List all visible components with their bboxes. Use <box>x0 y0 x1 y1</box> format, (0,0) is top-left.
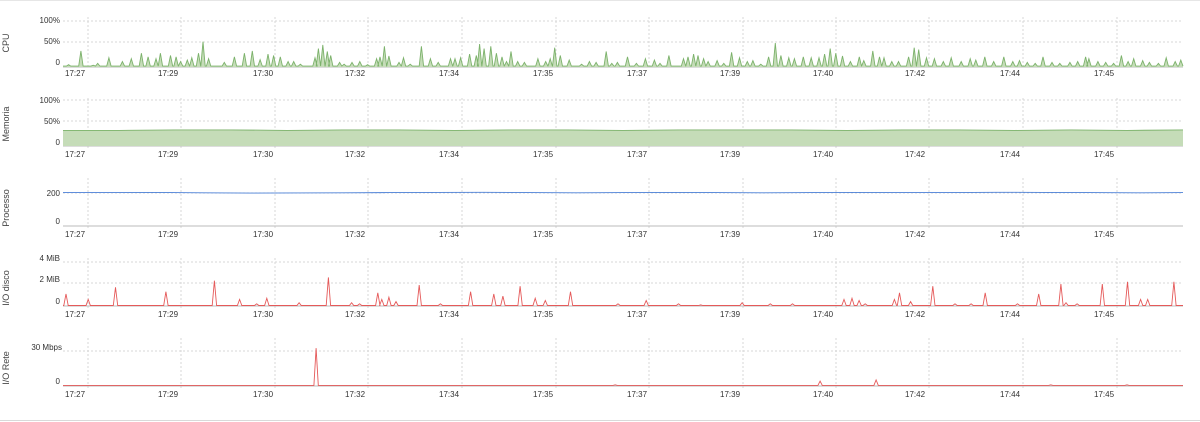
process-panel: Processo 200 0 <box>0 162 1200 242</box>
disk-io-ytick-0: 0 <box>55 297 60 306</box>
network-io-ytick-30mbps: 30 Mbps <box>31 343 62 352</box>
cpu-xtick-6: 17:37 <box>627 69 648 78</box>
process-xtick-3: 17:32 <box>345 230 366 239</box>
cpu-series-area <box>63 41 1183 67</box>
memory-xtick-4: 17:34 <box>439 150 460 159</box>
memory-xtick-11: 17:45 <box>1094 150 1115 159</box>
memory-series-line <box>63 129 1184 131</box>
network-io-xtick-11: 17:45 <box>1094 390 1115 399</box>
disk-io-xtick-11: 17:45 <box>1094 310 1115 319</box>
cpu-xtick-11: 17:45 <box>1094 69 1115 78</box>
memory-ytick-50: 50% <box>43 117 60 126</box>
bottom-border <box>0 420 1200 421</box>
process-ytick-200: 200 <box>46 189 60 198</box>
network-io-series-line <box>63 348 1183 386</box>
network-io-xtick-7: 17:39 <box>720 390 741 399</box>
disk-io-xtick-4: 17:34 <box>439 310 460 319</box>
disk-io-chart <box>63 258 1183 308</box>
disk-io-xtick-9: 17:42 <box>905 310 926 319</box>
cpu-ytick-100: 100% <box>39 16 60 25</box>
disk-io-xtick-10: 17:44 <box>1000 310 1021 319</box>
disk-io-xtick-7: 17:39 <box>720 310 741 319</box>
cpu-series-line <box>63 41 1184 67</box>
process-xtick-0: 17:27 <box>65 230 86 239</box>
process-ytick-0: 0 <box>55 217 60 226</box>
process-xtick-8: 17:40 <box>813 230 834 239</box>
cpu-ytick-50: 50% <box>43 37 60 46</box>
disk-io-series-line <box>63 277 1183 306</box>
memory-xtick-5: 17:35 <box>533 150 554 159</box>
cpu-xtick-0: 17:27 <box>65 69 86 78</box>
memory-ytick-0: 0 <box>55 138 60 147</box>
memory-series-area <box>63 129 1183 146</box>
network-io-xtick-8: 17:40 <box>813 390 834 399</box>
network-io-axis-label: I/O Rete <box>1 351 11 385</box>
disk-io-xtick-3: 17:32 <box>345 310 366 319</box>
cpu-xtick-10: 17:44 <box>1000 69 1021 78</box>
memory-xtick-3: 17:32 <box>345 150 366 159</box>
process-xtick-7: 17:39 <box>720 230 741 239</box>
memory-xtick-7: 17:39 <box>720 150 741 159</box>
network-io-xtick-2: 17:30 <box>253 390 274 399</box>
network-io-xtick-5: 17:35 <box>533 390 554 399</box>
network-io-xtick-9: 17:42 <box>905 390 926 399</box>
disk-io-axis-label: I/O disco <box>1 270 11 306</box>
cpu-xtick-2: 17:30 <box>253 69 274 78</box>
network-io-xtick-3: 17:32 <box>345 390 366 399</box>
network-io-panel: I/O Rete 30 Mbps 0 <box>0 322 1200 402</box>
network-io-xtick-4: 17:34 <box>439 390 460 399</box>
memory-xtick-9: 17:42 <box>905 150 926 159</box>
memory-xtick-0: 17:27 <box>65 150 86 159</box>
disk-io-ytick-2mib: 2 MiB <box>39 275 60 284</box>
disk-io-xtick-0: 17:27 <box>65 310 86 319</box>
memory-ytick-100: 100% <box>39 96 60 105</box>
cpu-ytick-0: 0 <box>55 58 60 67</box>
process-xtick-2: 17:30 <box>253 230 274 239</box>
process-xtick-1: 17:29 <box>158 230 179 239</box>
memory-chart <box>63 98 1184 148</box>
memory-panel: Memoria 100% 50% 0 <box>0 82 1200 162</box>
cpu-xtick-8: 17:40 <box>813 69 834 78</box>
disk-io-panel: I/O disco 4 MiB 2 MiB 0 <box>0 242 1200 322</box>
process-axis-label: Processo <box>1 189 11 227</box>
disk-io-xtick-2: 17:30 <box>253 310 274 319</box>
network-io-xtick-1: 17:29 <box>158 390 179 399</box>
process-xtick-5: 17:35 <box>533 230 554 239</box>
network-io-ytick-0: 0 <box>55 377 60 386</box>
process-xtick-11: 17:45 <box>1094 230 1115 239</box>
process-xtick-10: 17:44 <box>1000 230 1021 239</box>
network-io-chart <box>63 338 1183 388</box>
memory-xtick-1: 17:29 <box>158 150 179 159</box>
cpu-xtick-4: 17:34 <box>439 69 460 78</box>
memory-xtick-10: 17:44 <box>1000 150 1021 159</box>
process-xtick-4: 17:34 <box>439 230 460 239</box>
disk-io-xtick-1: 17:29 <box>158 310 179 319</box>
disk-io-xtick-8: 17:40 <box>813 310 834 319</box>
disk-io-ytick-4mib: 4 MiB <box>39 254 60 263</box>
cpu-panel: CPU 100% 50% 0 <box>0 0 1200 82</box>
process-series-line <box>63 191 1184 194</box>
process-xtick-6: 17:37 <box>627 230 648 239</box>
process-xtick-9: 17:42 <box>905 230 926 239</box>
cpu-xtick-7: 17:39 <box>720 69 741 78</box>
memory-xtick-6: 17:37 <box>627 150 648 159</box>
cpu-axis-label: CPU <box>1 33 11 53</box>
memory-xtick-8: 17:40 <box>813 150 834 159</box>
cpu-xtick-9: 17:42 <box>905 69 926 78</box>
cpu-chart <box>63 17 1184 69</box>
top-border <box>0 0 1200 1</box>
network-io-xtick-0: 17:27 <box>65 390 86 399</box>
memory-xtick-2: 17:30 <box>253 150 274 159</box>
cpu-xtick-5: 17:35 <box>533 69 554 78</box>
memory-axis-label: Memoria <box>1 106 11 142</box>
cpu-xtick-1: 17:29 <box>158 69 179 78</box>
disk-io-xtick-5: 17:35 <box>533 310 554 319</box>
disk-io-xtick-6: 17:37 <box>627 310 648 319</box>
process-chart <box>63 178 1184 228</box>
network-io-xtick-10: 17:44 <box>1000 390 1021 399</box>
cpu-xtick-3: 17:32 <box>345 69 366 78</box>
network-io-xtick-6: 17:37 <box>627 390 648 399</box>
